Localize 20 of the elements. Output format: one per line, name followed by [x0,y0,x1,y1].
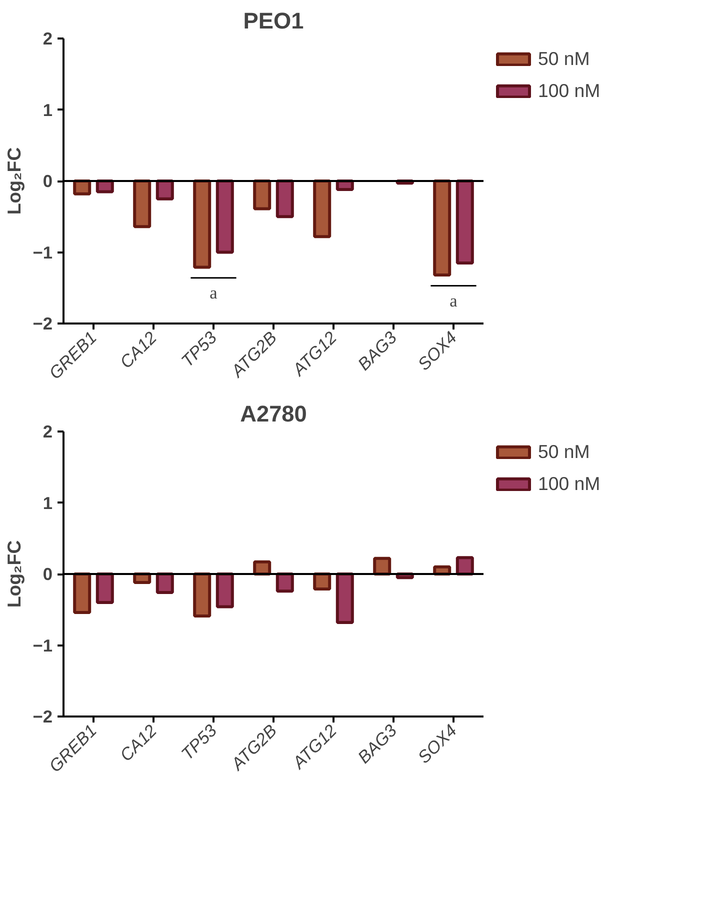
y-axis-title: Log₂FC [4,147,25,215]
y-tick-label: −1 [32,635,53,656]
y-tick-label: 0 [42,171,53,191]
annotation: a [210,284,218,303]
y-tick-label: 0 [42,564,53,584]
chart-title: A2780 [240,400,307,426]
y-axis-title: Log₂FC [4,540,25,608]
y-tick-label: 2 [42,28,53,48]
chart-title: PEO1 [243,8,304,34]
y-tick-label: −2 [32,314,53,334]
legend-label: 100 nM [538,80,600,102]
annotation: a [450,291,458,310]
y-tick-label: 1 [42,492,53,513]
legend-label: 100 nM [538,473,600,495]
y-tick-label: −1 [32,242,53,262]
y-tick-label: −2 [32,706,53,726]
legend-label: 50 nM [538,441,590,463]
y-tick-label: 1 [42,100,53,120]
legend-label: 50 nM [538,48,590,70]
y-tick-label: 2 [42,422,53,442]
